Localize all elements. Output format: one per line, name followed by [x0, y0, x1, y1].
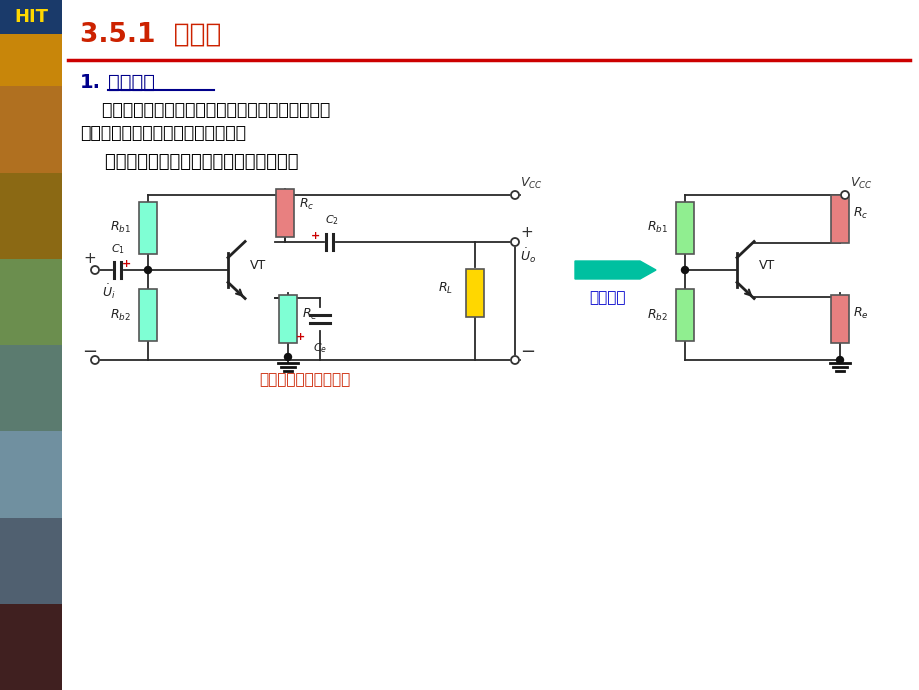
Text: +: + — [519, 224, 532, 239]
FancyBboxPatch shape — [0, 0, 62, 86]
FancyBboxPatch shape — [0, 604, 62, 690]
Text: $R_L$: $R_L$ — [437, 280, 452, 295]
Circle shape — [510, 356, 518, 364]
Circle shape — [144, 266, 152, 273]
Text: VT: VT — [758, 259, 775, 271]
Text: 分压偏置共射放大电路: 分压偏置共射放大电路 — [259, 373, 350, 388]
FancyBboxPatch shape — [675, 289, 693, 341]
Text: 3.5.1  图解法: 3.5.1 图解法 — [80, 22, 221, 48]
Circle shape — [91, 356, 99, 364]
Circle shape — [91, 266, 99, 274]
FancyBboxPatch shape — [139, 201, 157, 253]
Text: 静态分析: 静态分析 — [108, 72, 154, 92]
FancyArrow shape — [574, 261, 655, 279]
FancyBboxPatch shape — [466, 269, 483, 317]
Text: $R_{b2}$: $R_{b2}$ — [109, 308, 130, 322]
Text: $R_{b2}$: $R_{b2}$ — [646, 308, 666, 322]
Text: −: − — [519, 343, 535, 361]
FancyBboxPatch shape — [0, 259, 62, 345]
Text: −: − — [83, 343, 97, 361]
Text: $V_{CC}$: $V_{CC}$ — [849, 176, 872, 191]
Text: $C_1$: $C_1$ — [111, 242, 125, 256]
FancyBboxPatch shape — [0, 172, 62, 259]
FancyBboxPatch shape — [276, 188, 294, 237]
FancyBboxPatch shape — [0, 518, 62, 604]
Circle shape — [681, 266, 687, 273]
FancyBboxPatch shape — [278, 295, 297, 343]
FancyBboxPatch shape — [830, 195, 848, 242]
Text: $R_e$: $R_e$ — [301, 306, 317, 322]
Text: $R_{b1}$: $R_{b1}$ — [646, 220, 667, 235]
Text: 对分压偏置共射基本放大电路进行静态图解分析，: 对分压偏置共射基本放大电路进行静态图解分析， — [80, 101, 330, 119]
Circle shape — [510, 238, 518, 246]
Text: $\dot{U}_i$: $\dot{U}_i$ — [102, 283, 116, 302]
Text: 直流通路: 直流通路 — [589, 290, 626, 306]
Text: $R_c$: $R_c$ — [299, 197, 314, 212]
Text: $V_{CC}$: $V_{CC}$ — [519, 176, 542, 191]
FancyBboxPatch shape — [0, 345, 62, 431]
Text: $\dot{U}_o$: $\dot{U}_o$ — [519, 247, 536, 266]
FancyBboxPatch shape — [0, 0, 62, 34]
Text: HIT: HIT — [14, 8, 48, 26]
Text: +: + — [84, 250, 96, 266]
Text: $R_c$: $R_c$ — [852, 206, 868, 221]
Text: 1.: 1. — [80, 72, 101, 92]
Text: $C_2$: $C_2$ — [324, 213, 338, 227]
Text: $R_e$: $R_e$ — [852, 306, 868, 321]
Circle shape — [835, 357, 843, 364]
Circle shape — [284, 353, 291, 360]
Circle shape — [510, 191, 518, 199]
Text: +: + — [311, 231, 320, 241]
Text: VT: VT — [250, 259, 266, 271]
Text: +: + — [122, 259, 131, 269]
Text: 求解静态工作点。其求解过程如下：: 求解静态工作点。其求解过程如下： — [80, 124, 245, 142]
FancyBboxPatch shape — [0, 431, 62, 518]
FancyBboxPatch shape — [139, 289, 157, 341]
Text: 先画出分压偏置共射放大电路的直流通路: 先画出分压偏置共射放大电路的直流通路 — [80, 153, 298, 171]
Circle shape — [840, 191, 848, 199]
FancyBboxPatch shape — [0, 86, 62, 172]
FancyBboxPatch shape — [830, 295, 848, 342]
FancyBboxPatch shape — [675, 201, 693, 253]
Text: $R_{b1}$: $R_{b1}$ — [109, 220, 130, 235]
Text: $C_e$: $C_e$ — [312, 341, 327, 355]
Text: +: + — [296, 332, 305, 342]
